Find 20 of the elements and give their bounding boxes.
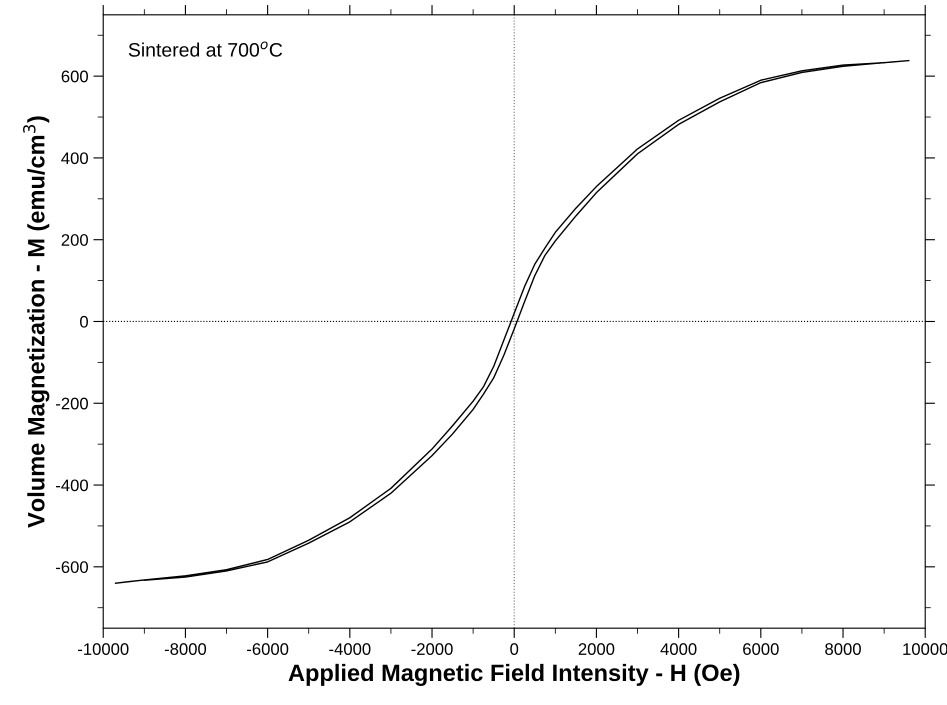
y-tick-label: 400: [61, 152, 88, 164]
x-tick-label: 6000: [743, 643, 779, 655]
x-tick-label: 0: [510, 643, 518, 655]
annotation: Sintered at 700$^{o}$C: [128, 41, 282, 57]
y-tick-label: 200: [62, 234, 88, 246]
x-axis-title: Applied Magnetic Field Intensity - H (Oe): [288, 664, 740, 686]
y-tick-label: 600: [62, 70, 88, 82]
y-tick-label: 0: [80, 316, 88, 328]
y-tick-label: -200: [56, 398, 88, 410]
x-tick-label: 4000: [660, 643, 697, 655]
x-tick-label: -4000: [329, 643, 370, 655]
y-axis-title: Volume Magnetization - M (emu/cm$^{3}$): [23, 116, 50, 528]
x-tick-label: -8000: [164, 643, 206, 655]
x-tick-label: 8000: [825, 643, 861, 655]
x-tick-label: -6000: [247, 643, 288, 655]
y-tick-label: -400: [56, 479, 88, 492]
x-tick-label: -10000: [78, 643, 129, 655]
x-tick-label: 2000: [578, 643, 614, 655]
y-tick-label: -600: [56, 561, 88, 574]
x-tick-label: -2000: [411, 643, 453, 655]
